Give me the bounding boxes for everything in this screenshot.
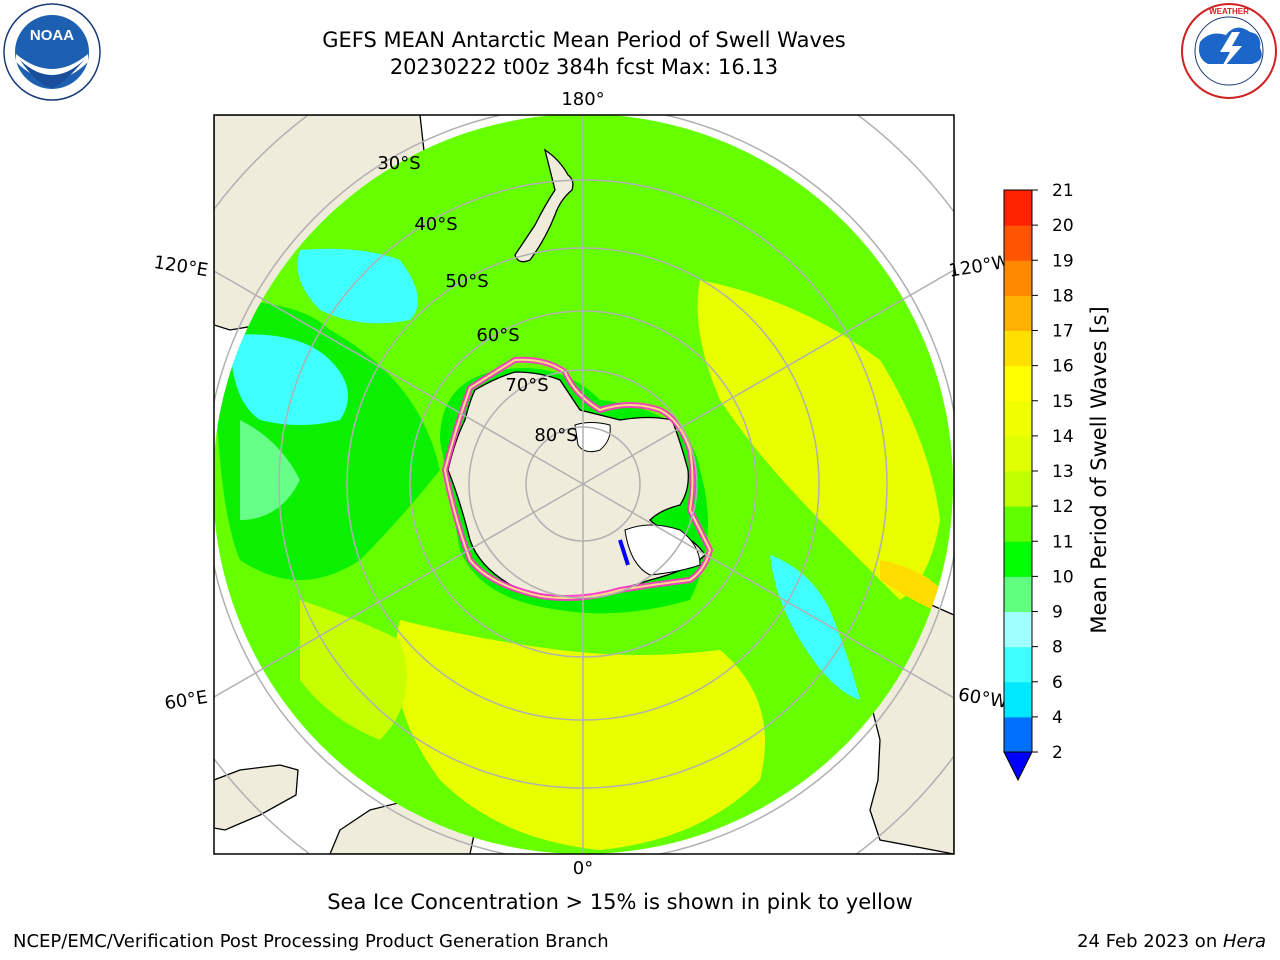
graticule-meridians	[214, 115, 954, 854]
lon-label-120e: 120°E	[152, 252, 209, 281]
lon-label-0: 0°	[573, 858, 593, 879]
lon-label-60w: 60°W	[957, 684, 1010, 713]
noaa-logo-text: NOAA	[30, 27, 74, 44]
colorbar-segment	[1004, 506, 1032, 542]
lon-label-60e: 60°E	[163, 687, 209, 715]
colorbar-segment	[1004, 576, 1032, 612]
colorbar-tick-label: 10	[1052, 567, 1074, 587]
colorbar-tick-label: 8	[1052, 638, 1063, 658]
colorbar-tick-label: 12	[1052, 497, 1074, 517]
colorbar-tick-label: 18	[1052, 286, 1074, 306]
sea-ice-caption: Sea Ice Concentration > 15% is shown in …	[327, 890, 913, 914]
nws-logo-icon: WEATHER	[1181, 3, 1277, 99]
colorbar-tick-label: 20	[1052, 216, 1074, 236]
colorbar-segment	[1004, 225, 1032, 261]
lat-label-60s: 60°S	[476, 325, 519, 346]
footer-date: 24 Feb 2023 on Hera	[1077, 931, 1266, 952]
landmass-new-zealand	[514, 148, 574, 263]
lat-label-40s: 40°S	[414, 214, 457, 235]
colorbar-tick-label: 11	[1052, 532, 1074, 552]
colorbar-tick-label: 17	[1052, 322, 1074, 342]
lat-label-30s: 30°S	[377, 153, 420, 174]
colorbar-segment	[1004, 435, 1032, 472]
colorbar-segment	[1004, 295, 1032, 331]
lat-label-50s: 50°S	[445, 271, 488, 292]
ice-shelf-weddell	[624, 524, 701, 576]
colorbar-tick-label: 4	[1052, 708, 1063, 728]
chart-title: GEFS MEAN Antarctic Mean Period of Swell…	[322, 28, 846, 52]
colorbar-tick-label: 14	[1052, 427, 1074, 447]
colorbar-segment	[1004, 541, 1032, 577]
svg-text:WEATHER: WEATHER	[1209, 7, 1249, 16]
colorbar-tick-label: 21	[1052, 181, 1074, 201]
colorbar-segment	[1004, 681, 1032, 718]
colorbar-segment	[1004, 646, 1032, 683]
colorbar-tick-label: 19	[1052, 251, 1074, 271]
lat-label-80s: 80°S	[534, 425, 577, 446]
footer-machine: Hera	[1222, 931, 1266, 952]
colorbar-tick-label: 6	[1052, 673, 1063, 693]
footer-date-text: 24 Feb 2023 on	[1077, 931, 1223, 952]
map-panel	[214, 115, 954, 854]
colorbar-segment	[1004, 716, 1032, 753]
lon-label-120w: 120°W	[947, 251, 1011, 281]
footer-branch: NCEP/EMC/Verification Post Processing Pr…	[13, 931, 609, 952]
colorbar-under-extension	[1003, 751, 1033, 782]
colorbar-tick-label: 9	[1052, 603, 1063, 623]
colorbar-segment	[1004, 190, 1032, 226]
landmass-madagascar	[214, 764, 299, 831]
colorbar-tick-label: 15	[1052, 392, 1074, 412]
colorbar-segment	[1004, 471, 1032, 507]
colorbar-segment	[1004, 260, 1032, 296]
colorbar-segment	[1004, 330, 1032, 367]
noaa-logo-icon: NOAA	[3, 3, 101, 101]
colorbar-tick-label: 13	[1052, 462, 1074, 482]
lat-label-70s: 70°S	[505, 375, 548, 396]
colorbar-tick-label: 2	[1052, 743, 1063, 763]
colorbar-label: Mean Period of Swell Waves [s]	[1087, 306, 1111, 633]
map-frame	[213, 114, 955, 855]
colorbar-segment	[1004, 400, 1032, 437]
colorbar: 2 4 6 8 9 10 11 12 13 14 15 16 17 18 19 20 21	[1003, 181, 1074, 782]
colorbar-segment	[1004, 365, 1032, 402]
chart-subtitle: 20230222 t00z 384h fcst Max: 16.13	[389, 55, 779, 79]
colorbar-segment	[1004, 611, 1032, 648]
lon-label-180: 180°	[561, 89, 604, 110]
colorbar-tick-label: 16	[1052, 357, 1074, 377]
